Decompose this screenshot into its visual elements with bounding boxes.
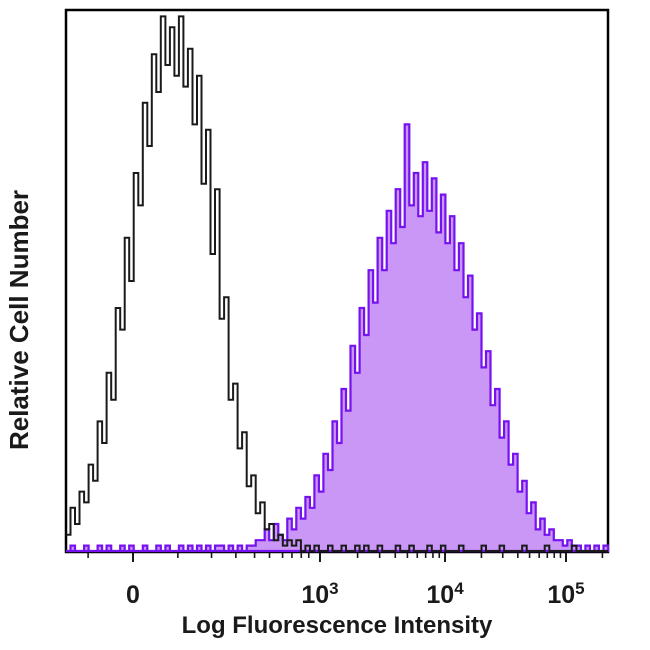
y-axis-title: Relative Cell Number (4, 190, 34, 450)
plot-content: 0 103 104 105 (64, 8, 610, 609)
stained-sample-histogram (66, 123, 610, 553)
x-axis-title: Log Fluorescence Intensity (182, 612, 493, 639)
unstained-control-histogram (66, 15, 608, 552)
x-tick-label: 0 (126, 581, 140, 609)
x-tick-label: 104 (426, 579, 464, 609)
x-tick-label: 105 (547, 579, 584, 609)
x-tick-label: 103 (301, 579, 338, 609)
